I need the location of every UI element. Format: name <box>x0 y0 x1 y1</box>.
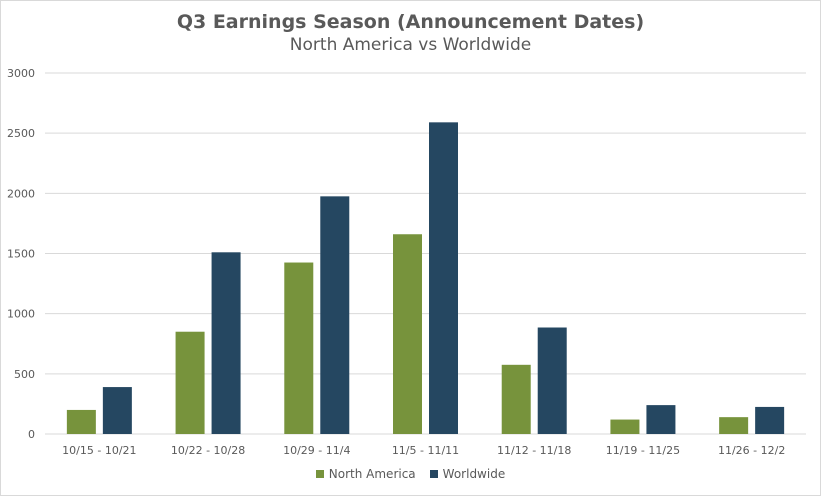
bar-north-america <box>719 417 749 434</box>
bar-worldwide <box>320 196 350 434</box>
bar-worldwide <box>537 327 567 434</box>
bar-north-america <box>610 419 640 434</box>
bar-north-america <box>501 364 531 434</box>
bar-north-america <box>393 234 422 434</box>
y-tick-label: 0 <box>28 428 35 441</box>
y-tick-label: 2500 <box>7 127 35 140</box>
legend-item: North America <box>315 467 416 481</box>
x-tick-label: 10/15 - 10/21 <box>62 444 136 457</box>
x-tick-label: 11/5 - 11/11 <box>392 444 459 457</box>
legend-label: North America <box>328 467 416 481</box>
y-tick-label: 3000 <box>7 67 35 80</box>
y-tick-label: 1000 <box>7 308 35 321</box>
y-tick-label: 2000 <box>7 187 35 200</box>
legend-swatch <box>315 470 324 478</box>
chart-legend: North America Worldwide <box>1 467 820 481</box>
x-tick-label: 10/22 - 10/28 <box>171 444 245 457</box>
bar-north-america <box>284 262 314 434</box>
y-tick-label: 500 <box>14 368 35 381</box>
bar-worldwide <box>429 122 458 434</box>
bar-worldwide <box>755 406 785 434</box>
legend-item: Worldwide <box>429 467 506 481</box>
chart-title: Q3 Earnings Season (Announcement Dates) <box>176 11 645 33</box>
bar-worldwide <box>102 387 132 434</box>
x-tick-label: 11/19 - 11/25 <box>606 444 680 457</box>
x-tick-label: 11/26 - 12/2 <box>718 444 785 457</box>
bar-north-america <box>66 409 96 434</box>
bar-worldwide <box>646 405 676 434</box>
legend-label: Worldwide <box>442 467 506 481</box>
x-tick-label: 11/12 - 11/18 <box>497 444 571 457</box>
x-tick-label: 10/29 - 11/4 <box>283 444 350 457</box>
bar-worldwide <box>211 252 241 434</box>
chart-subtitle: North America vs Worldwide <box>289 35 532 55</box>
bar-north-america <box>175 331 205 434</box>
y-tick-label: 1500 <box>7 248 35 261</box>
legend-swatch <box>429 470 438 478</box>
